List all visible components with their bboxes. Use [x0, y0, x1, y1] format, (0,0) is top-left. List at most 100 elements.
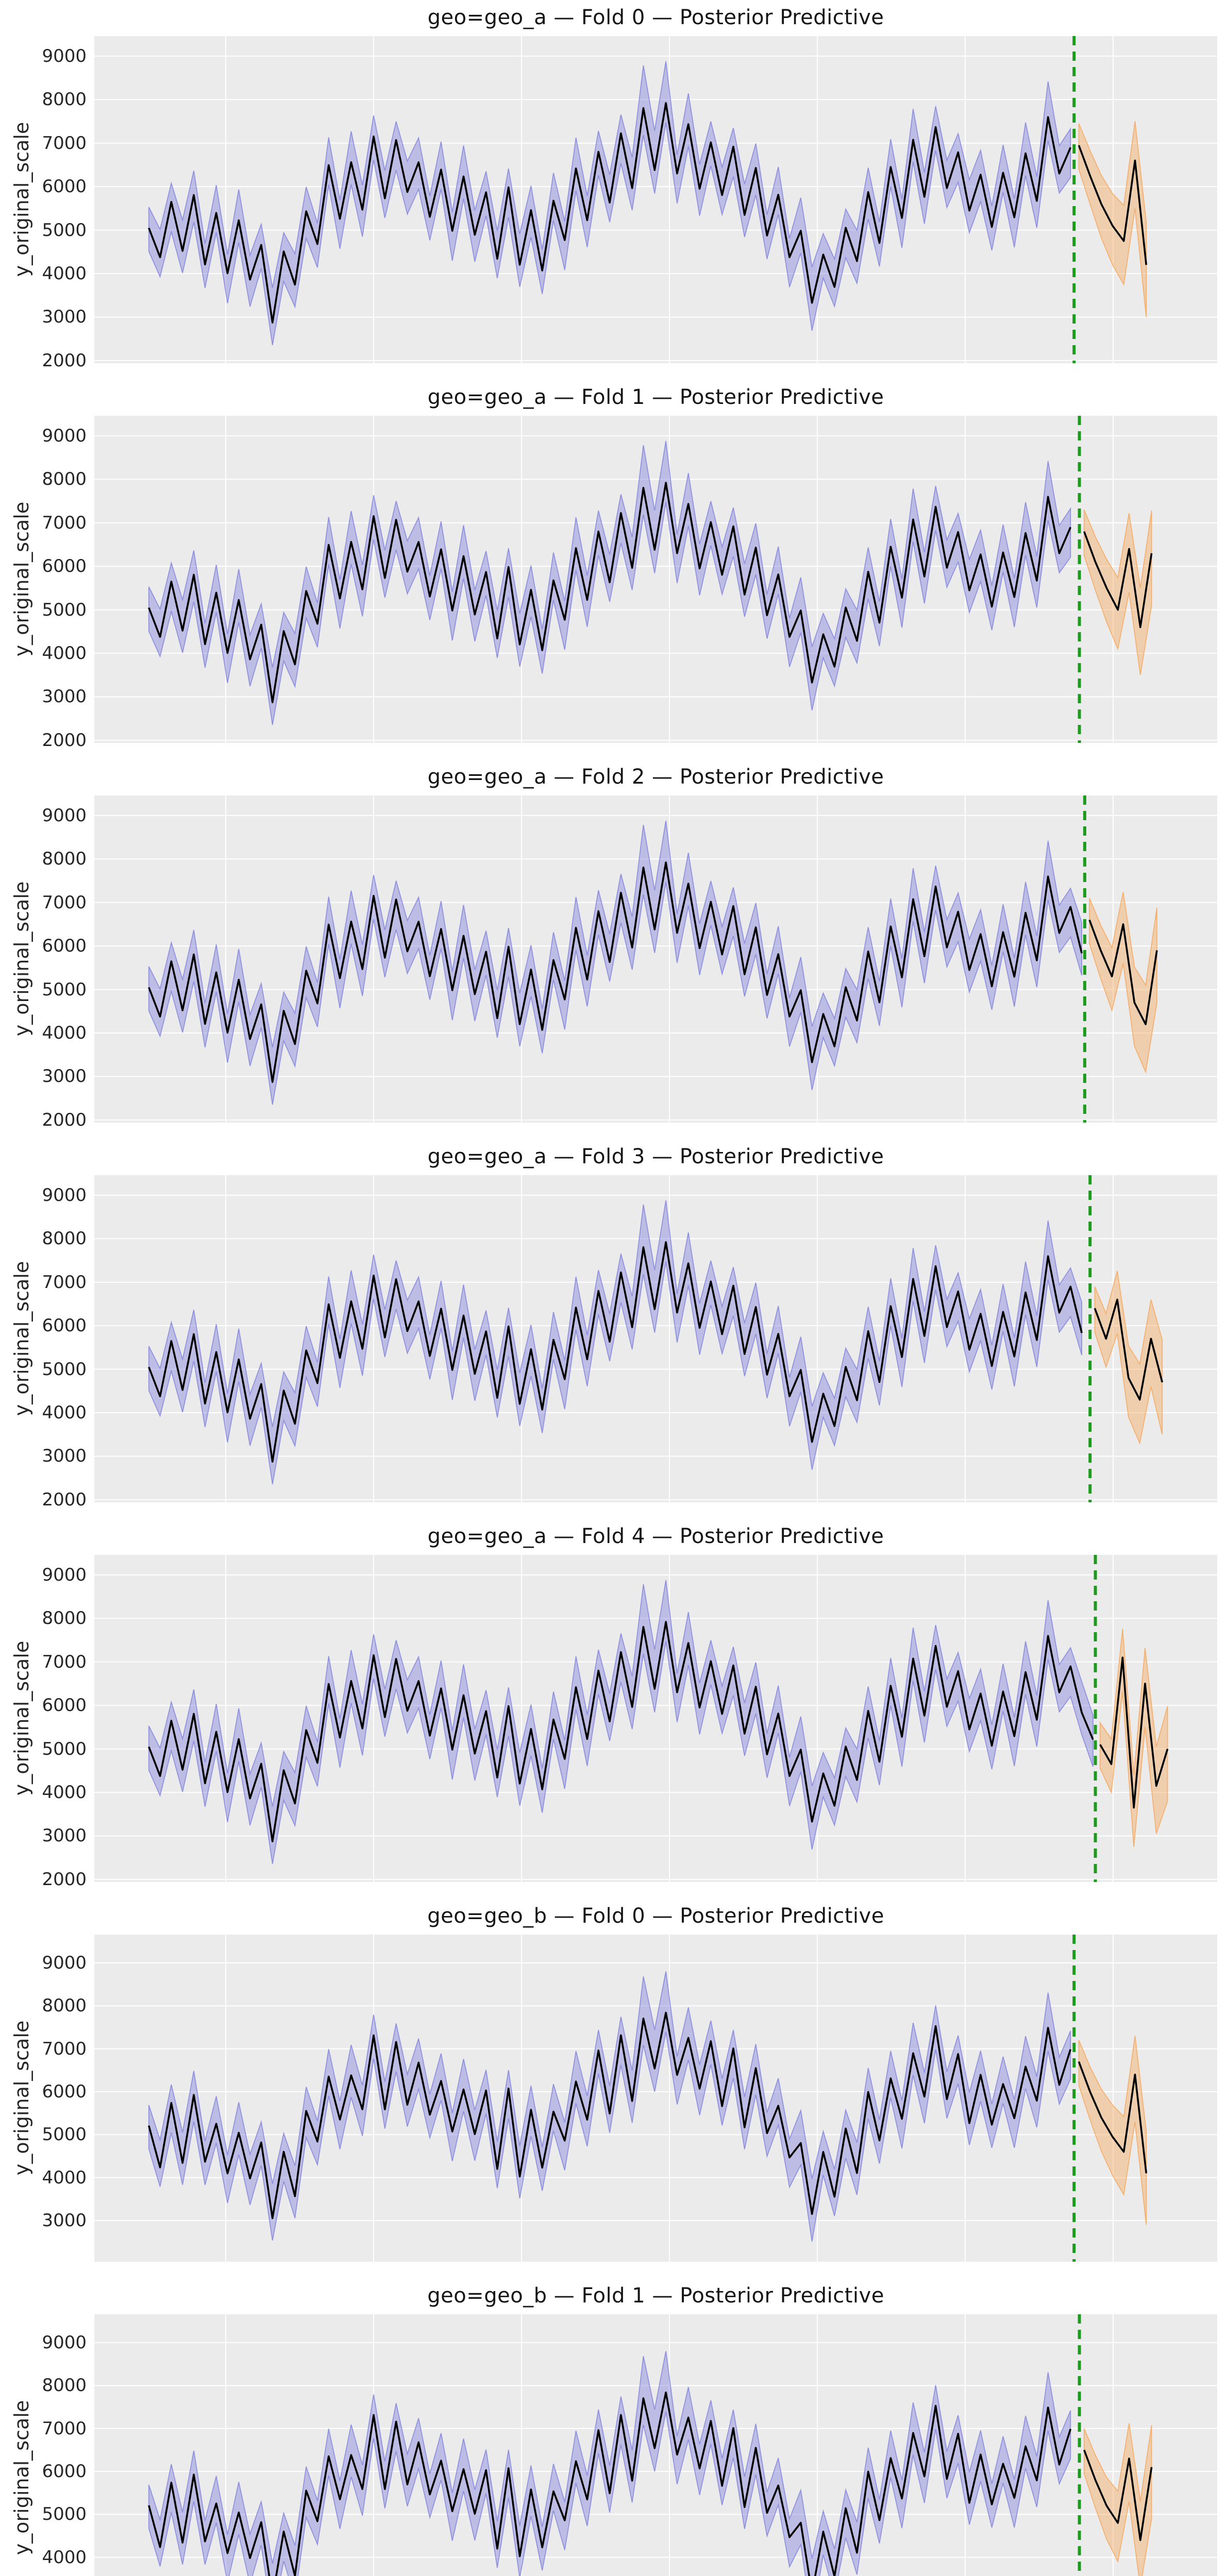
subplot-geo_a-fold-1: geo=geo_a — Fold 1 — Posterior Predictiv…	[0, 380, 1226, 759]
observed-line-test	[1088, 919, 1158, 1025]
subplot-title: geo=geo_a — Fold 0 — Posterior Predictiv…	[427, 6, 884, 29]
y-tick-label: 3000	[42, 686, 87, 707]
y-tick-label: 8000	[42, 89, 87, 110]
y-tick-label: 6000	[42, 2461, 87, 2482]
y-tick-label: 6000	[42, 1695, 87, 1716]
subplot-title: geo=geo_a — Fold 4 — Posterior Predictiv…	[427, 1524, 884, 1548]
subplot-title: geo=geo_b — Fold 0 — Posterior Predictiv…	[427, 1904, 884, 1928]
hdi-test-band	[1094, 1270, 1163, 1445]
hdi-train-band	[148, 820, 1083, 1105]
y-tick-label: 7000	[42, 2038, 87, 2059]
y-tick-label: 7000	[42, 132, 87, 154]
subplot-title: geo=geo_b — Fold 1 — Posterior Predictiv…	[427, 2284, 884, 2308]
hdi-test-band	[1083, 2423, 1152, 2576]
y-tick-label: 9000	[42, 45, 87, 66]
y-tick-label: 3000	[42, 1066, 87, 1087]
observed-line-test	[1094, 1298, 1163, 1401]
y-tick-label: 6000	[42, 2081, 87, 2102]
y-tick-label: 7000	[42, 1272, 87, 1293]
hdi-test-band	[1083, 510, 1152, 675]
y-tick-label: 4000	[42, 1402, 87, 1423]
subplot-title: geo=geo_a — Fold 2 — Posterior Predictiv…	[427, 765, 884, 789]
y-tick-label: 7000	[42, 892, 87, 913]
subplot-title: geo=geo_a — Fold 1 — Posterior Predictiv…	[427, 385, 884, 409]
y-tick-label: 7000	[42, 512, 87, 533]
y-tick-label: 5000	[42, 1738, 87, 1759]
hdi-test-band	[1078, 2036, 1147, 2225]
y-tick-label: 3000	[42, 2210, 87, 2231]
observed-line-test	[1078, 145, 1148, 265]
y-tick-label: 3000	[42, 1446, 87, 1467]
y-tick-label: 9000	[42, 425, 87, 446]
y-tick-label: 5000	[42, 2504, 87, 2525]
plot-area	[94, 1555, 1217, 1882]
y-tick-label: 5000	[42, 219, 87, 241]
y-tick-label: 8000	[42, 1995, 87, 2016]
y-tick-label: 6000	[42, 176, 87, 197]
plot-area	[94, 1935, 1217, 2262]
y-tick-label: 2000	[42, 1489, 87, 1510]
y-tick-label: 2000	[42, 350, 87, 371]
observed-line-test	[1078, 2061, 1148, 2174]
y-tick-label: 8000	[42, 1228, 87, 1249]
y-tick-label: 4000	[42, 2547, 87, 2568]
plot-area	[94, 416, 1217, 743]
hdi-test-band	[1089, 892, 1157, 1074]
y-tick-label: 5000	[42, 2124, 87, 2145]
subplot-geo_a-fold-0: geo=geo_a — Fold 0 — Posterior Predictiv…	[0, 0, 1226, 380]
y-tick-label: 6000	[42, 936, 87, 957]
y-tick-label: 4000	[42, 1023, 87, 1044]
y-tick-label: 8000	[42, 2375, 87, 2396]
plot-background	[94, 416, 1217, 743]
y-tick-label: 4000	[42, 1782, 87, 1803]
y-tick-label: 7000	[42, 2418, 87, 2439]
y-tick-label: 5000	[42, 979, 87, 1000]
y-tick-label: 2000	[42, 730, 87, 751]
y-tick-label: 6000	[42, 1315, 87, 1336]
plot-background	[94, 36, 1217, 363]
plot-background	[94, 795, 1217, 1123]
observed-line-train	[148, 482, 1071, 703]
y-tick-label: 8000	[42, 469, 87, 490]
observed-line-train	[148, 2391, 1072, 2576]
y-tick-label: 3000	[42, 1825, 87, 1846]
plot-area	[94, 795, 1217, 1123]
hdi-test-band	[1078, 121, 1147, 317]
observed-line-train	[148, 861, 1083, 1083]
plot-area	[94, 2314, 1217, 2576]
hdi-train-band	[148, 1580, 1094, 1865]
y-tick-label: 9000	[42, 1184, 87, 1206]
observed-line-test	[1083, 2449, 1153, 2541]
y-tick-label: 2000	[42, 1869, 87, 1890]
plot-background	[94, 1175, 1217, 1502]
y-tick-label: 4000	[42, 263, 87, 284]
observed-line-train	[148, 2011, 1072, 2219]
y-tick-label: 9000	[42, 1953, 87, 1973]
subplot-geo_a-fold-4: geo=geo_a — Fold 4 — Posterior Predictiv…	[0, 1519, 1226, 1899]
subplot-title: geo=geo_a — Fold 3 — Posterior Predictiv…	[427, 1145, 884, 1168]
y-tick-label: 7000	[42, 1651, 87, 1672]
y-tick-label: 3000	[42, 307, 87, 328]
y-tick-label: 9000	[42, 2332, 87, 2353]
y-tick-label: 4000	[42, 643, 87, 664]
y-tick-label: 2000	[42, 1109, 87, 1130]
y-tick-label: 9000	[42, 1564, 87, 1585]
y-tick-label: 5000	[42, 1359, 87, 1380]
observed-line-train	[148, 1621, 1094, 1842]
plot-background	[94, 1935, 1217, 2262]
y-tick-label: 6000	[42, 556, 87, 577]
hdi-train-band	[148, 1200, 1083, 1485]
y-tick-label: 5000	[42, 599, 87, 620]
hdi-train-band	[148, 2351, 1071, 2576]
observed-line-train	[148, 1241, 1083, 1463]
plot-area	[94, 36, 1217, 363]
plot-background	[94, 1555, 1217, 1882]
y-tick-label: 8000	[42, 849, 87, 870]
subplot-geo_a-fold-2: geo=geo_a — Fold 2 — Posterior Predictiv…	[0, 759, 1226, 1139]
y-tick-label: 9000	[42, 805, 87, 826]
y-tick-label: 4000	[42, 2167, 87, 2188]
plot-area	[94, 1175, 1217, 1502]
hdi-train-band	[148, 1971, 1071, 2242]
subplot-geo_b-fold-0: geo=geo_b — Fold 0 — Posterior Predictiv…	[0, 1899, 1226, 2278]
